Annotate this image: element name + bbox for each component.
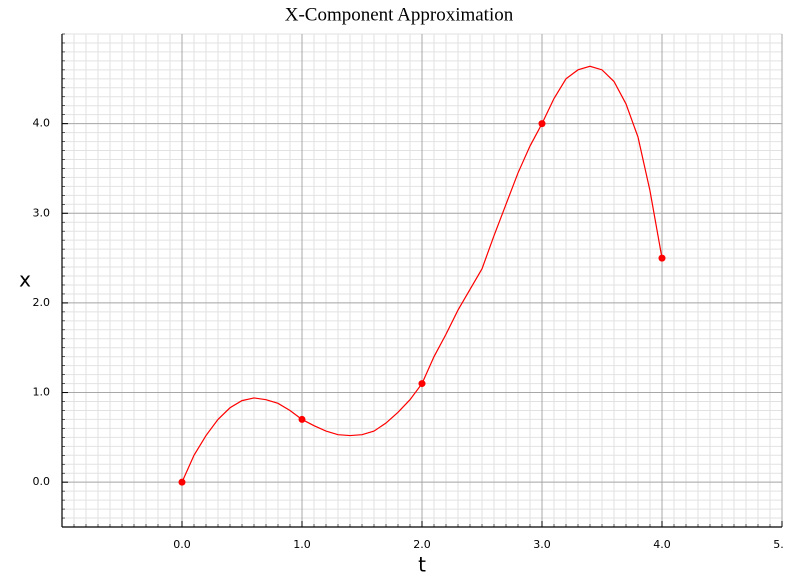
y-axis-label: x bbox=[19, 268, 31, 292]
x-tick-label: 1.0 bbox=[293, 538, 311, 551]
chart-title: X-Component Approximation bbox=[285, 4, 514, 25]
x-tick-label: 0.0 bbox=[173, 538, 191, 551]
point bbox=[178, 478, 186, 486]
x-axis-label: t bbox=[418, 553, 426, 577]
point bbox=[538, 120, 546, 128]
point bbox=[418, 380, 426, 388]
y-tick-label: 0.0 bbox=[33, 475, 51, 488]
point bbox=[658, 254, 666, 262]
x-tick-label: 2.0 bbox=[413, 538, 431, 551]
y-tick-label: 1.0 bbox=[33, 386, 51, 399]
point bbox=[298, 415, 306, 423]
x-tick-label: 3.0 bbox=[533, 538, 551, 551]
y-tick-label: 3.0 bbox=[33, 206, 51, 219]
x-tick-label: 5.0 bbox=[773, 538, 791, 551]
y-tick-label: 4.0 bbox=[33, 117, 51, 130]
x-tick-label: 4.0 bbox=[653, 538, 671, 551]
y-tick-label: 2.0 bbox=[33, 296, 51, 309]
